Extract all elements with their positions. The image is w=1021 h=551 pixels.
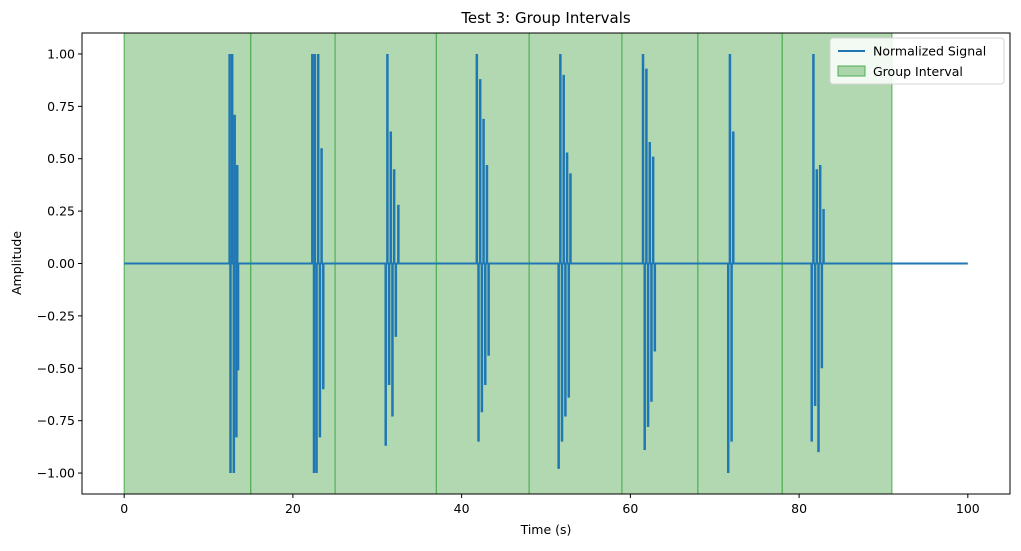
- y-tick-label: 1.00: [47, 46, 75, 61]
- x-tick-label: 0: [120, 501, 128, 516]
- signal-burst-6: [641, 53, 657, 450]
- x-axis-label: Time (s): [520, 522, 572, 537]
- signal-burst-1: [228, 53, 240, 474]
- chart-title: Test 3: Group Intervals: [460, 9, 631, 27]
- y-tick-label: −0.50: [37, 361, 75, 376]
- signal-series: [124, 53, 968, 474]
- x-tick-label: 40: [454, 501, 470, 516]
- x-tick-label: 20: [285, 501, 301, 516]
- legend: Normalized Signal Group Interval: [829, 37, 1005, 85]
- x-tick-label: 100: [956, 501, 980, 516]
- signal-burst-4: [475, 53, 490, 442]
- signal-burst-5: [557, 53, 572, 469]
- signal-burst-8: [810, 53, 825, 453]
- x-tick-label: 80: [791, 501, 807, 516]
- y-tick-label: −1.00: [37, 466, 75, 481]
- signal-burst-7: [726, 53, 735, 474]
- y-tick-label: 0.00: [47, 256, 75, 271]
- y-tick-label: 0.25: [47, 204, 75, 219]
- legend-interval-label: Group Interval: [873, 64, 963, 79]
- signal-burst-3: [384, 53, 400, 446]
- y-tick-label: 0.50: [47, 151, 75, 166]
- x-tick-label: 60: [622, 501, 638, 516]
- y-tick-label: −0.25: [37, 308, 75, 323]
- y-ticks: −1.00 −0.75 −0.50 −0.25 0.00 0.25 0.50 0.75 1.00: [37, 46, 82, 481]
- y-axis-label: Amplitude: [9, 231, 24, 295]
- x-ticks: 0 20 40 60 80 100: [120, 494, 980, 516]
- legend-signal-label: Normalized Signal: [873, 44, 986, 59]
- y-tick-label: −0.75: [37, 413, 75, 428]
- legend-box: [829, 37, 1005, 85]
- y-tick-label: 0.75: [47, 99, 75, 114]
- signal-burst-2: [311, 53, 325, 474]
- legend-interval-swatch: [837, 65, 866, 77]
